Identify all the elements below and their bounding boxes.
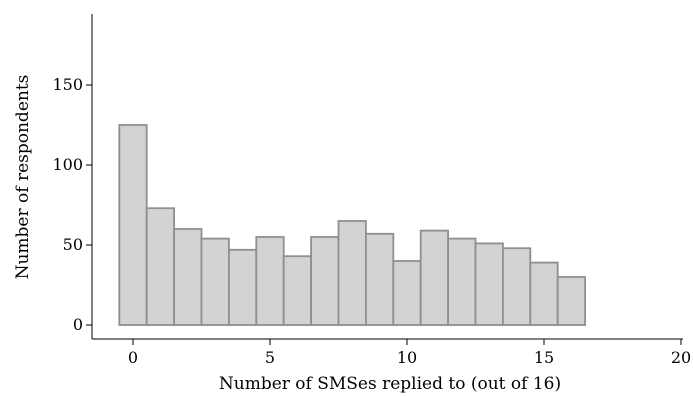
bar-16 [556,276,587,326]
bar-7 [310,236,340,326]
bar-10 [392,260,422,326]
bars-group [118,124,587,326]
x-axis-title: Number of SMSes replied to (out of 16) [219,374,561,394]
bar-13 [474,242,504,326]
bar-5 [255,236,285,326]
bar-8 [337,220,367,326]
x-tick-label-10: 10 [397,348,417,367]
y-tick-label-100: 100 [52,155,83,174]
bar-12 [447,237,477,326]
bar-11 [419,229,450,326]
x-tick-label-5: 5 [265,348,275,367]
bar-9 [364,232,395,326]
bar-3 [200,237,230,326]
y-tick-label-50: 50 [63,235,83,254]
bar-0 [118,124,148,326]
bar-1 [145,207,175,326]
x-tick-label-15: 15 [534,348,554,367]
y-tick-label-150: 150 [52,75,83,94]
bar-15 [529,261,559,326]
x-tick-label-0: 0 [128,348,138,367]
x-tick-label-20: 20 [671,348,691,367]
y-axis-title: Number of respondents [13,75,33,280]
bar-4 [227,248,258,326]
x-ticks-group: 0 5 10 15 20 [128,339,691,367]
bar-2 [173,228,203,326]
bar-6 [282,255,313,326]
bar-14 [501,247,532,326]
y-tick-label-0: 0 [73,315,83,334]
y-ticks-group: 0 50 100 150 [52,75,92,334]
